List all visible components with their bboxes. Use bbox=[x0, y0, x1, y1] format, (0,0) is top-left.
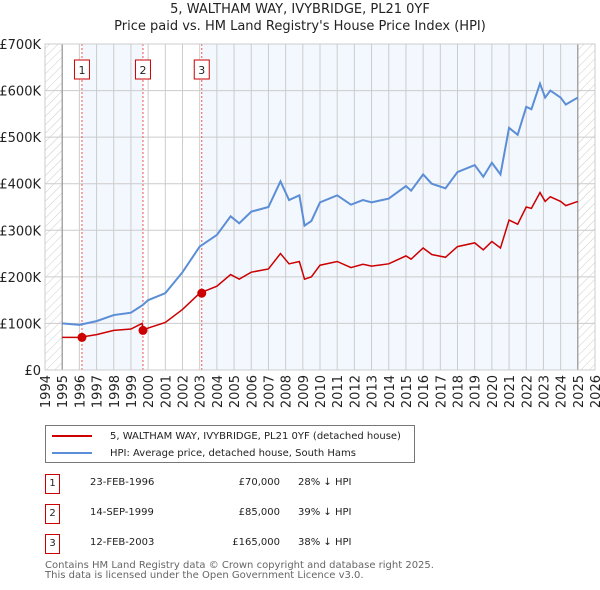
x-tick-label: 2022 bbox=[520, 375, 535, 408]
sale-price: £70,000 bbox=[238, 477, 280, 488]
y-tick-label: £500K bbox=[0, 131, 41, 146]
footer-line2: This data is licensed under the Open Gov… bbox=[45, 570, 364, 581]
x-tick-label: 2007 bbox=[262, 375, 277, 408]
sale-point bbox=[197, 288, 207, 298]
unshaded-region bbox=[62, 44, 82, 370]
sale-row: 2 14-SEP-1999 £85,000 39% ↓ HPI bbox=[45, 504, 445, 524]
legend-property: 5, WALTHAM WAY, IVYBRIDGE, PL21 0YF (det… bbox=[110, 430, 401, 442]
sale-label: 2 bbox=[139, 64, 146, 77]
sale-point bbox=[138, 325, 148, 335]
x-tick-label: 1996 bbox=[73, 375, 88, 408]
hatched-region bbox=[577, 44, 595, 370]
property-line bbox=[62, 191, 579, 339]
sale-label: 1 bbox=[78, 64, 85, 77]
property-legend-line bbox=[52, 435, 92, 437]
x-tick-label: 2000 bbox=[142, 375, 157, 408]
legend: 5, WALTHAM WAY, IVYBRIDGE, PL21 0YF (det… bbox=[45, 425, 415, 463]
x-tick-label: 2019 bbox=[469, 375, 484, 408]
y-tick-label: £300K bbox=[0, 224, 41, 239]
x-tick-label: 2017 bbox=[434, 375, 449, 408]
sale-hpi-diff: 38% ↓ HPI bbox=[298, 537, 352, 548]
y-tick-label: £700K bbox=[0, 38, 41, 53]
sale-marker-number: 2 bbox=[45, 504, 60, 524]
y-tick-label: £600K bbox=[0, 85, 41, 100]
x-tick-label: 2008 bbox=[280, 375, 295, 408]
legend-hpi: HPI: Average price, detached house, Sout… bbox=[110, 447, 356, 459]
x-tick-label: 2002 bbox=[177, 375, 192, 408]
sale-label-box bbox=[73, 59, 90, 80]
x-tick-label: 2014 bbox=[383, 375, 398, 408]
x-tick-label: 2013 bbox=[366, 375, 381, 408]
sale-marker-number: 3 bbox=[45, 534, 60, 554]
shaded-region bbox=[81, 44, 143, 370]
hatched-region bbox=[45, 44, 63, 370]
footer-line1: Contains HM Land Registry data © Crown c… bbox=[45, 560, 434, 571]
y-tick-label: £0 bbox=[24, 364, 41, 379]
sale-point bbox=[77, 332, 87, 342]
sale-row: 3 12-FEB-2003 £165,000 38% ↓ HPI bbox=[45, 534, 445, 554]
plot-border bbox=[44, 43, 596, 371]
sale-label-box bbox=[134, 59, 151, 80]
x-tick-label: 1999 bbox=[125, 375, 140, 408]
sale-price: £165,000 bbox=[232, 537, 280, 548]
x-tick-label: 2001 bbox=[159, 375, 174, 408]
x-tick-label: 2005 bbox=[228, 375, 243, 408]
x-tick-label: 2016 bbox=[417, 375, 432, 408]
x-tick-label: 2024 bbox=[555, 375, 570, 408]
x-tick-label: 2010 bbox=[314, 375, 329, 408]
x-tick-label: 2018 bbox=[452, 375, 467, 408]
sale-date: 14-SEP-1999 bbox=[90, 507, 154, 518]
x-tick-label: 2025 bbox=[572, 375, 587, 408]
x-tick-label: 2009 bbox=[297, 375, 312, 408]
x-tick-label: 2020 bbox=[486, 375, 501, 408]
y-tick-label: £400K bbox=[0, 178, 41, 193]
x-tick-label: 2006 bbox=[245, 375, 260, 408]
sale-hpi-diff: 39% ↓ HPI bbox=[298, 507, 352, 518]
x-tick-label: 1997 bbox=[91, 375, 106, 408]
price-chart: £0 £100K £200K £300K £400K £500K £600K £700K 199… bbox=[0, 38, 600, 408]
chart-subtitle: Price paid vs. HM Land Registry's House … bbox=[114, 19, 486, 34]
x-tick-label: 1998 bbox=[108, 375, 123, 408]
x-tick-label: 2026 bbox=[589, 375, 600, 408]
y-tick-label: £100K bbox=[0, 317, 41, 332]
hpi-line bbox=[62, 80, 579, 326]
sale-marker-number: 1 bbox=[45, 474, 60, 494]
y-tick-label: £200K bbox=[0, 271, 41, 286]
x-tick-label: 2004 bbox=[211, 375, 226, 408]
sale-row: 1 23-FEB-1996 £70,000 28% ↓ HPI bbox=[45, 474, 445, 494]
x-tick-label: 1995 bbox=[56, 375, 71, 408]
x-tick-label: 2021 bbox=[503, 375, 518, 408]
x-tick-label: 1994 bbox=[39, 375, 54, 408]
hpi-legend-line bbox=[52, 452, 92, 454]
sale-price: £85,000 bbox=[238, 507, 280, 518]
x-tick-label: 2023 bbox=[537, 375, 552, 408]
sale-date: 12-FEB-2003 bbox=[90, 537, 155, 548]
sale-label-box bbox=[193, 59, 210, 80]
chart-title: 5, WALTHAM WAY, IVYBRIDGE, PL21 0YF bbox=[170, 2, 430, 17]
sale-hpi-diff: 28% ↓ HPI bbox=[298, 477, 352, 488]
shaded-region bbox=[201, 44, 578, 370]
sale-label: 3 bbox=[198, 64, 205, 77]
x-tick-label: 2012 bbox=[348, 375, 363, 408]
x-tick-label: 2015 bbox=[400, 375, 415, 408]
x-tick-label: 2003 bbox=[194, 375, 209, 408]
footer: Contains HM Land Registry data © Crown c… bbox=[45, 561, 434, 581]
x-tick-label: 2011 bbox=[331, 375, 346, 408]
sale-date: 23-FEB-1996 bbox=[90, 477, 155, 488]
